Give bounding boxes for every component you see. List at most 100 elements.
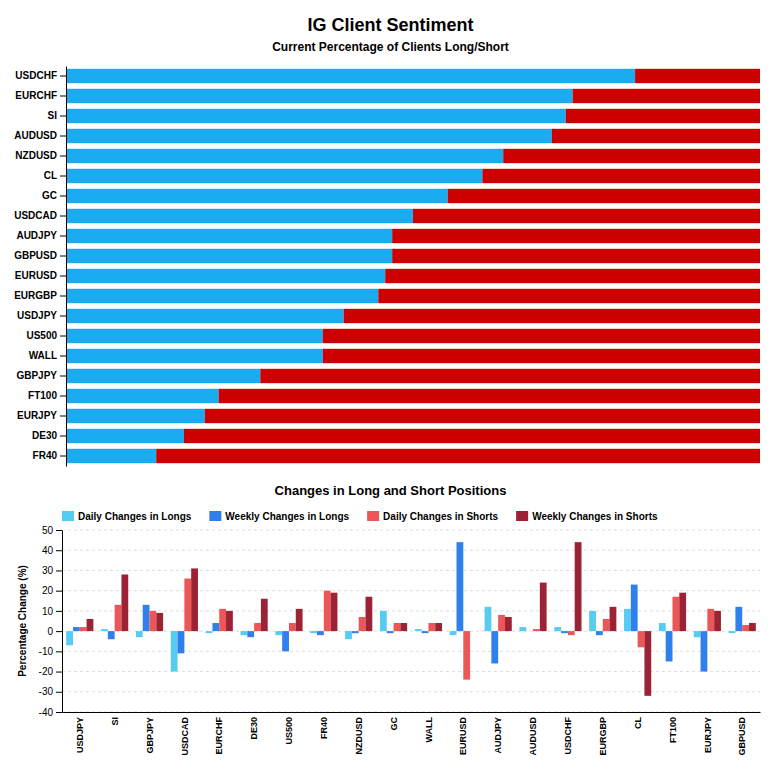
tick: SI — [48, 110, 66, 121]
bar — [344, 309, 760, 323]
tick-mark — [60, 376, 66, 377]
bar — [66, 89, 573, 103]
bar — [66, 69, 635, 83]
tick-mark — [60, 356, 66, 357]
tick-label: EURUSD — [15, 270, 57, 281]
bar — [66, 349, 323, 363]
tick-label: NZDUSD — [354, 717, 364, 755]
tick: -10 — [39, 646, 62, 657]
tick-mark — [60, 76, 66, 77]
grid-line — [62, 610, 760, 611]
bar — [694, 631, 701, 637]
tick: GC — [42, 190, 66, 201]
tick: 40 — [42, 545, 62, 556]
tick: NZDUSD — [354, 712, 364, 755]
tick: AUDJPY — [493, 712, 503, 754]
tick-label: AUDJPY — [493, 717, 503, 754]
bar — [554, 627, 561, 631]
tick: GBPJPY — [145, 712, 155, 754]
bar — [275, 631, 282, 635]
bar — [66, 249, 392, 263]
tick-mark — [60, 296, 66, 297]
legend-label: Daily Changes in Shorts — [383, 511, 498, 522]
tick-label: 20 — [42, 585, 54, 596]
legend-item: Weekly Changes in Shorts — [516, 511, 658, 522]
bar — [428, 623, 435, 631]
bar — [707, 609, 714, 631]
legend-item: Daily Changes in Shorts — [367, 511, 498, 522]
tick-label: EURJPY — [703, 717, 713, 753]
tick: AUDUSD — [528, 712, 538, 756]
tick-mark — [60, 136, 66, 137]
bar — [219, 389, 760, 403]
bar — [352, 631, 359, 633]
bar — [66, 209, 413, 223]
chart-root: IG Client SentimentCurrent Percentage of… — [0, 0, 781, 782]
tick-label: WALL — [424, 717, 434, 743]
bar — [66, 369, 260, 383]
tick-mark — [60, 336, 66, 337]
bar — [540, 583, 547, 632]
bar — [184, 579, 191, 632]
tick: 10 — [42, 606, 62, 617]
tick: USDCHF — [563, 712, 573, 755]
grid-line — [62, 691, 760, 692]
tick-label: CL — [633, 717, 643, 729]
bar — [345, 631, 352, 639]
tick-label: US500 — [26, 330, 57, 341]
tick-label: DE30 — [249, 717, 259, 740]
tick-label: GC — [389, 716, 399, 730]
tick-mark — [60, 436, 66, 437]
grid-line — [62, 651, 760, 652]
tick-mark — [60, 156, 66, 157]
bar — [519, 627, 526, 631]
tick: GBPUSD — [737, 712, 747, 756]
tick: US500 — [26, 330, 66, 341]
grid-line — [62, 530, 760, 531]
tick: 20 — [42, 585, 62, 596]
bar — [66, 109, 566, 123]
tick: EURCHF — [214, 712, 224, 755]
bar — [136, 631, 143, 637]
tick-label: USDCHF — [563, 716, 573, 754]
bar — [254, 623, 261, 631]
bar — [66, 169, 482, 183]
bar — [66, 449, 156, 463]
bar — [566, 109, 760, 123]
bar — [749, 623, 756, 631]
bar — [631, 585, 638, 632]
tick-mark — [60, 216, 66, 217]
tick-label: EURCHF — [15, 90, 57, 101]
bar — [66, 289, 378, 303]
bar — [456, 542, 463, 631]
bar — [282, 631, 289, 651]
bar — [359, 617, 366, 631]
tick-label: -20 — [39, 666, 54, 677]
tick-label: EURUSD — [458, 717, 468, 756]
bar — [463, 631, 470, 680]
bar — [80, 627, 87, 631]
bar — [108, 631, 115, 639]
legend-item: Weekly Changes in Longs — [209, 511, 349, 522]
bar — [385, 269, 760, 283]
bar — [66, 129, 552, 143]
bar — [394, 623, 401, 631]
bar — [378, 289, 760, 303]
bar — [392, 249, 760, 263]
tick: CL — [44, 170, 66, 181]
tick-label: USDJPY — [75, 717, 85, 753]
tick-mark — [60, 316, 66, 317]
tick-label: GBPJPY — [145, 717, 155, 754]
tick: SI — [110, 712, 120, 726]
tick-label: GC — [42, 190, 57, 201]
tick-mark — [56, 712, 62, 713]
tick: AUDJPY — [16, 230, 66, 241]
tick: GC — [389, 712, 399, 731]
tick-label: GBPUSD — [14, 250, 57, 261]
bar — [573, 89, 760, 103]
bar — [324, 591, 331, 631]
tick-label: FR40 — [319, 717, 329, 739]
tick-mark — [56, 651, 62, 652]
bar — [121, 574, 128, 631]
bar — [485, 607, 492, 631]
